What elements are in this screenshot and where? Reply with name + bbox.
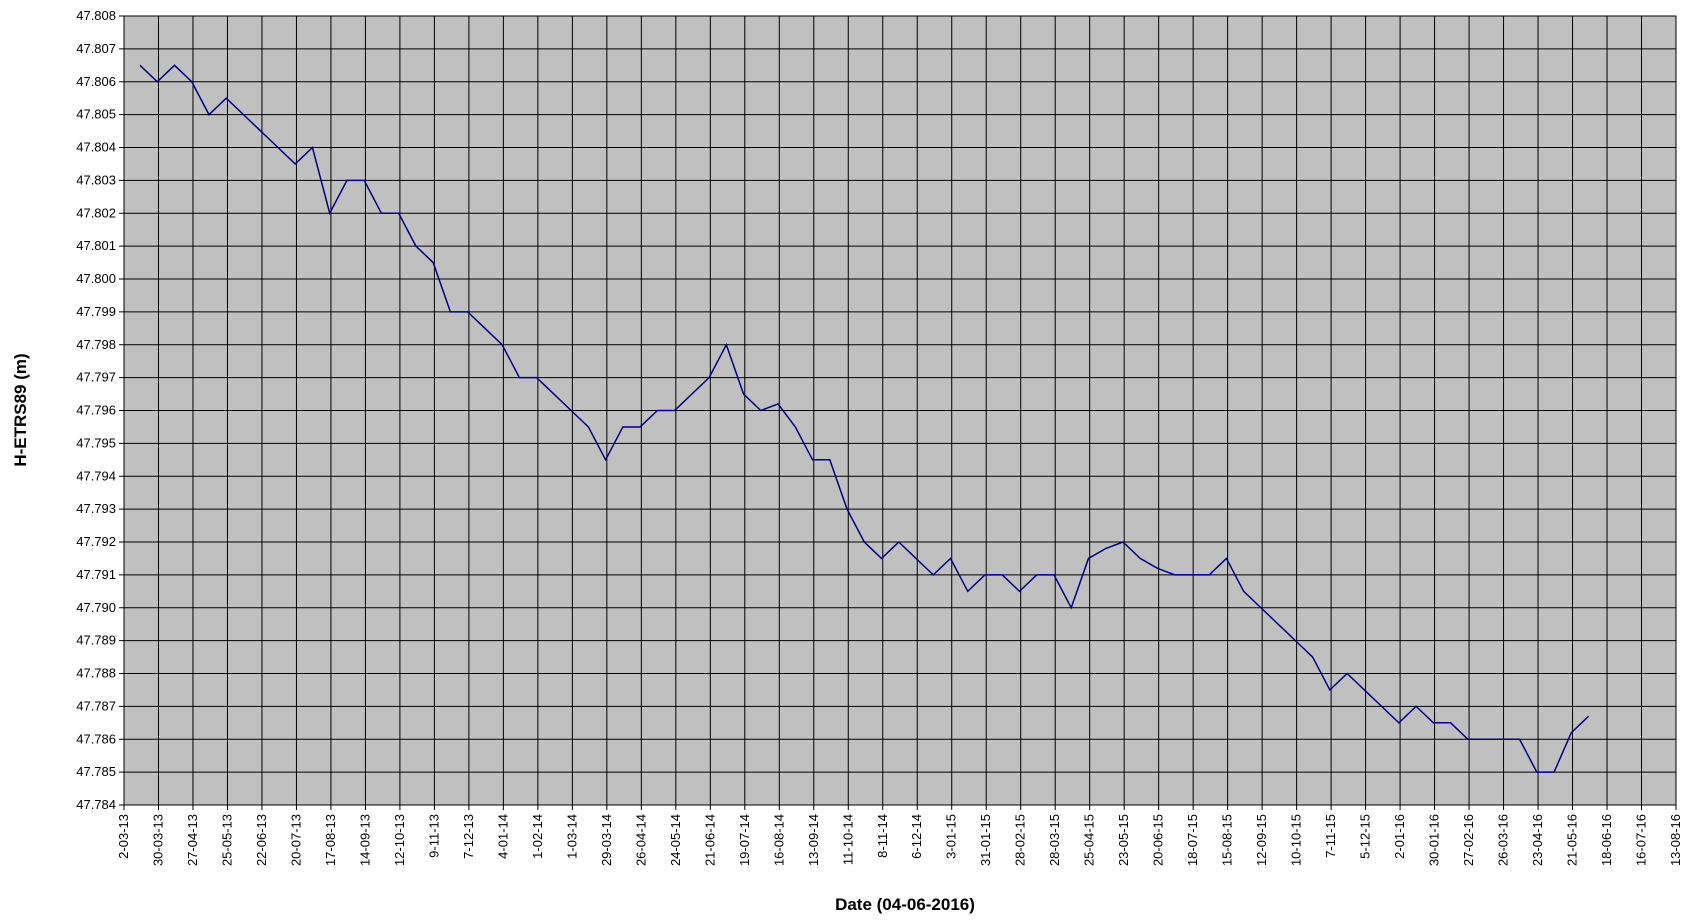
x-tick-label: 23-04-16 (1530, 814, 1545, 866)
x-tick-label: 13-08-16 (1668, 814, 1683, 866)
x-tick-label: 7-12-13 (461, 814, 476, 859)
x-tick-label: 19-07-14 (737, 814, 752, 866)
x-tick-label: 25-05-13 (219, 814, 234, 866)
data-line (139, 64, 1590, 773)
y-tick-label: 47.792 (76, 534, 116, 549)
x-tick-label: 2-03-13 (116, 814, 131, 859)
x-tick-label: 26-03-16 (1496, 814, 1511, 866)
x-tick-label: 27-04-13 (185, 814, 200, 866)
x-tick-label: 25-04-15 (1082, 814, 1097, 866)
x-tick-label: 20-06-15 (1151, 814, 1166, 866)
x-tick-label: 30-01-16 (1427, 814, 1442, 866)
x-tick-label: 3-01-15 (944, 814, 959, 859)
y-tick-label: 47.793 (76, 501, 116, 516)
y-tick-label: 47.787 (76, 698, 116, 713)
y-tick-label: 47.795 (76, 435, 116, 450)
y-tick-label: 47.807 (76, 41, 116, 56)
y-axis-title: H-ETRS89 (m) (11, 353, 30, 466)
y-tick-label: 47.808 (76, 8, 116, 23)
y-tick-label: 47.803 (76, 172, 116, 187)
x-tick-label: 18-07-15 (1185, 814, 1200, 866)
x-tick-label: 10-10-15 (1289, 814, 1304, 866)
x-tick-label: 28-03-15 (1047, 814, 1062, 866)
y-tick-label: 47.802 (76, 205, 116, 220)
y-tick-label: 47.784 (76, 797, 116, 812)
x-tick-label: 30-03-13 (150, 814, 165, 866)
x-tick-label: 21-05-16 (1565, 814, 1580, 866)
x-tick-label: 2-01-16 (1392, 814, 1407, 859)
x-tick-label: 1-03-14 (564, 814, 579, 859)
y-tick-label: 47.800 (76, 271, 116, 286)
x-tick-label: 17-08-13 (323, 814, 338, 866)
x-tick-label: 24-05-14 (668, 814, 683, 866)
y-tick-label: 47.786 (76, 731, 116, 746)
y-tick-label: 47.789 (76, 633, 116, 648)
x-tick-label: 4-01-14 (495, 814, 510, 859)
y-tick-label: 47.805 (76, 107, 116, 122)
x-tick-label: 11-10-14 (840, 814, 855, 865)
x-tick-label: 12-10-13 (392, 814, 407, 866)
y-tick-label: 47.790 (76, 600, 116, 615)
x-tick-label: 29-03-14 (599, 814, 614, 866)
x-tick-label: 31-01-15 (978, 814, 993, 866)
x-tick-label: 8-11-14 (875, 814, 890, 858)
x-tick-label: 15-08-15 (1220, 814, 1235, 866)
y-tick-label: 47.796 (76, 403, 116, 418)
x-axis-title: Date (04-06-2016) (835, 895, 975, 914)
x-tick-label: 14-09-13 (357, 814, 372, 866)
x-tick-label: 16-07-16 (1634, 814, 1649, 866)
x-tick-label: 21-06-14 (702, 814, 717, 866)
x-tick-label: 12-09-15 (1254, 814, 1269, 866)
x-tick-label: 27-02-16 (1461, 814, 1476, 866)
x-tick-label: 9-11-13 (426, 814, 441, 858)
x-tick-label: 28-02-15 (1013, 814, 1028, 866)
x-tick-label: 22-06-13 (254, 814, 269, 866)
x-tick-label: 13-09-14 (806, 814, 821, 866)
x-tick-label: 7-11-15 (1323, 814, 1338, 858)
x-tick-label: 18-06-16 (1599, 814, 1614, 866)
y-tick-label: 47.791 (76, 567, 116, 582)
x-tick-label: 23-05-15 (1116, 814, 1131, 866)
y-tick-label: 47.806 (76, 74, 116, 89)
y-tick-label: 47.788 (76, 666, 116, 681)
x-tick-label: 6-12-14 (909, 814, 924, 859)
x-tick-label: 16-08-14 (771, 814, 786, 866)
y-tick-label: 47.801 (76, 238, 116, 253)
y-tick-label: 47.797 (76, 370, 116, 385)
x-tick-label: 5-12-15 (1358, 814, 1373, 859)
y-tick-label: 47.785 (76, 764, 116, 779)
plot-border (123, 15, 1677, 806)
x-tick-label: 20-07-13 (288, 814, 303, 866)
x-tick-label: 1-02-14 (530, 814, 545, 859)
x-tick-label: 26-04-14 (633, 814, 648, 866)
y-tick-label: 47.804 (76, 140, 116, 155)
y-tick-label: 47.798 (76, 337, 116, 352)
y-tick-label: 47.794 (76, 468, 116, 483)
y-tick-label: 47.799 (76, 304, 116, 319)
